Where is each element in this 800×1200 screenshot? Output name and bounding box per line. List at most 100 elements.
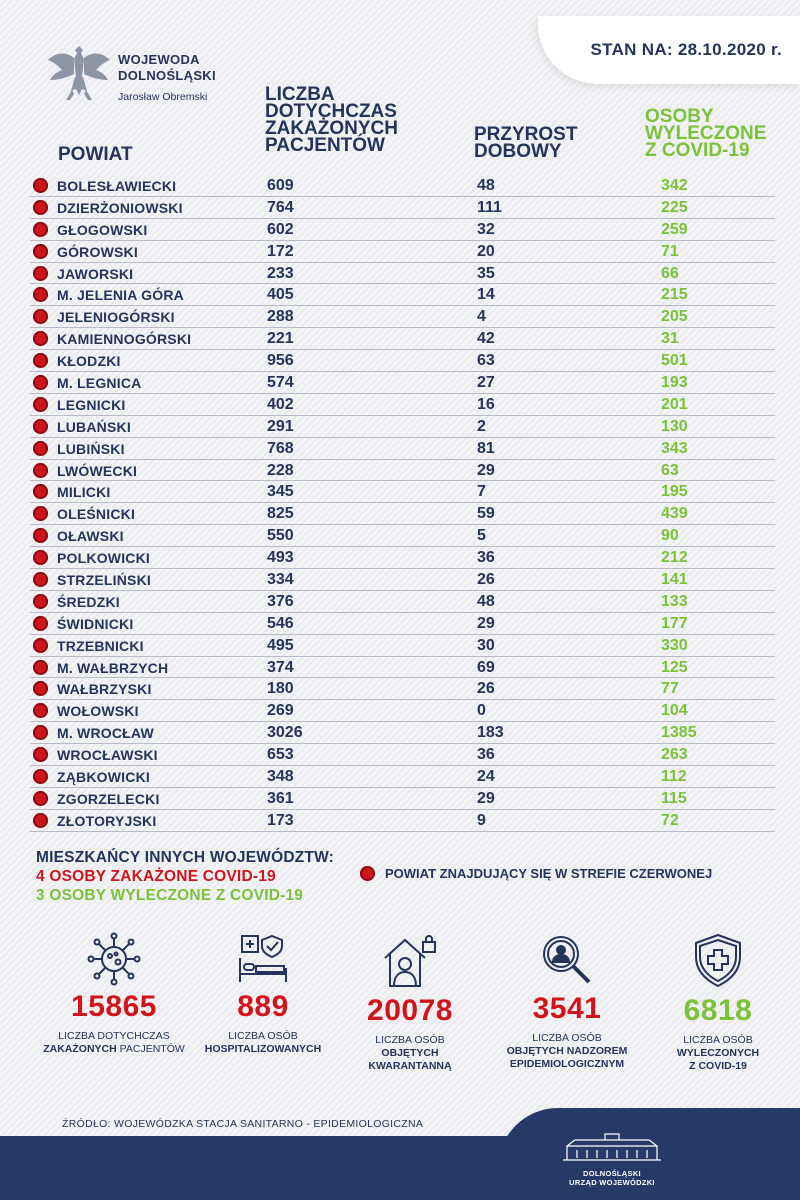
cases-value: 334 (267, 571, 294, 589)
recovered-value: 1385 (661, 724, 697, 742)
table-row: M. LEGNICA 574 27 193 (30, 372, 775, 394)
red-zone-dot-icon (360, 866, 375, 881)
red-zone-dot-icon (33, 550, 48, 566)
daily-value: 111 (477, 198, 502, 216)
county-name: KAMIENNOGÓRSKI (57, 331, 192, 348)
county-name: BOLESŁAWIECKI (57, 178, 177, 194)
table-row: ZGORZELECKI 361 29 115 (30, 788, 775, 810)
daily-value: 27 (477, 374, 495, 392)
county-name: ZĄBKOWICKI (57, 769, 150, 786)
daily-value: 36 (477, 549, 495, 567)
other-regions-block: MIESZKAŃCY INNYCH WOJEWÓDZTW: 4 OSOBY ZA… (36, 848, 334, 905)
stat-value: 15865 (71, 990, 157, 1023)
county-name: WOŁOWSKI (57, 703, 139, 720)
org-line1: WOJEWODA (118, 52, 200, 67)
daily-value: 29 (477, 789, 495, 807)
stat-desc-line2: OBJĘTYCH (381, 1047, 439, 1059)
red-zone-dot-icon (33, 178, 48, 193)
cases-value: 233 (267, 264, 294, 282)
county-name: LWÓWECKI (57, 462, 138, 479)
daily-value: 29 (477, 614, 495, 632)
daily-value: 42 (477, 330, 495, 348)
county-name: ŚWIDNICKI (57, 615, 134, 632)
header-recovered-line: Z COVID-19 (645, 140, 750, 161)
daily-value: 69 (477, 658, 495, 676)
table-row: M. JELENIA GÓRA 405 14 215 (30, 284, 775, 307)
table-row: DZIERŻONIOWSKI 764 111 225 (30, 197, 775, 219)
county-name: LUBIŃSKI (57, 440, 125, 457)
stat-value: 20078 (367, 994, 453, 1027)
stat-desc-line1: LICZBA OSÓB (532, 1032, 602, 1044)
recovered-value: 104 (661, 702, 688, 720)
county-name: POLKOWICKI (57, 550, 150, 567)
recovered-value: 193 (661, 374, 688, 392)
daily-value: 26 (477, 571, 495, 589)
county-name: OŁAWSKI (57, 528, 124, 545)
stat-recovered: 6818 LICZBA OSÓB WYLECZONYCH Z COVID-19 (638, 932, 798, 1073)
footer-line1: DOLNOŚLĄSKI (583, 1169, 641, 1178)
red-zone-dot-icon (33, 659, 48, 675)
red-zone-dot-icon (33, 375, 48, 391)
office-building-icon (563, 1133, 661, 1161)
daily-value: 5 (477, 527, 486, 545)
red-zone-dot-icon (33, 769, 48, 785)
legend-label: POWIAT ZNAJDUJĄCY SIĘ W STREFIE CZERWONE… (385, 866, 713, 881)
stat-desc-line3: KWARANTANNĄ (368, 1060, 452, 1072)
table-row: GŁOGOWSKI 602 32 259 (30, 219, 775, 241)
recovered-value: 77 (661, 680, 679, 698)
stat-desc-line1: LICZBA DOTYCHCZAS (58, 1030, 170, 1042)
table-row: GÓROWSKI 172 20 71 (30, 241, 775, 263)
recovered-value: 439 (661, 505, 688, 523)
cases-value: 402 (267, 395, 294, 413)
virus-icon (87, 932, 141, 986)
header-daily-line: PRZYROST (474, 124, 578, 145)
cases-value: 361 (267, 789, 294, 807)
recovered-value: 31 (661, 330, 679, 348)
daily-value: 59 (477, 505, 495, 523)
footer-tab (498, 1108, 800, 1200)
cases-value: 653 (267, 746, 294, 764)
cases-value: 3026 (267, 724, 303, 742)
daily-value: 4 (477, 308, 486, 326)
cases-value: 172 (267, 242, 294, 260)
stat-desc-line2: ZAKAŻONYCH PACJENTÓW (43, 1043, 185, 1055)
table-row: OLEŚNICKI 825 59 439 (30, 503, 775, 526)
cases-value: 956 (267, 352, 294, 370)
county-name: ZŁOTORYJSKI (57, 812, 157, 829)
county-name: OLEŚNICKI (57, 506, 136, 523)
cases-value: 574 (267, 374, 294, 392)
county-name: M. WAŁBRZYCH (57, 659, 169, 676)
recovered-value: 343 (661, 439, 688, 457)
header-recovered-line: WYLECZONE (645, 123, 767, 144)
table-row: KŁODZKI 956 63 501 (30, 350, 775, 373)
daily-value: 63 (477, 352, 495, 370)
red-zone-dot-icon (33, 331, 48, 347)
red-zone-dot-icon (33, 396, 48, 412)
daily-value: 14 (477, 286, 495, 304)
county-name: MILICKI (57, 484, 111, 501)
hospital-bed-icon (239, 934, 287, 982)
cases-value: 348 (267, 768, 294, 786)
org-person: Jarosław Obremski (118, 91, 208, 103)
cases-value: 173 (267, 811, 294, 829)
table-row: WROCŁAWSKI 653 36 263 (30, 744, 775, 767)
recovered-value: 90 (661, 527, 679, 545)
table-row: ZĄBKOWICKI 348 24 112 (30, 766, 775, 788)
recovered-value: 72 (661, 811, 679, 829)
red-zone-dot-icon (33, 528, 48, 544)
organization-block: WOJEWODA DOLNOŚLĄSKI Jarosław Obremski (118, 52, 216, 103)
county-name: WROCŁAWSKI (57, 747, 158, 764)
header-recovered-line: OSOBY (645, 106, 714, 127)
stat-desc-line1: LICZBA OSÓB (228, 1030, 298, 1042)
recovered-value: 330 (661, 636, 688, 654)
cases-value: 493 (267, 549, 294, 567)
red-zone-dot-icon (33, 615, 48, 631)
cases-value: 288 (267, 308, 294, 326)
cases-value: 609 (267, 177, 294, 194)
table-row: BOLESŁAWIECKI 609 48 342 (30, 175, 775, 197)
county-table: BOLESŁAWIECKI 609 48 342 DZIERŻONIOWSKI 764 11… (30, 175, 775, 832)
source-note: ŹRÓDŁO: WOJEWÓDZKA STACJA SANITARNO - EP… (62, 1118, 424, 1130)
table-row: LUBAŃSKI 291 2 130 (30, 416, 775, 438)
table-row: JAWORSKI 233 35 66 (30, 263, 775, 285)
footer-line2: URZĄD WOJEWÓDZKI (569, 1178, 655, 1187)
